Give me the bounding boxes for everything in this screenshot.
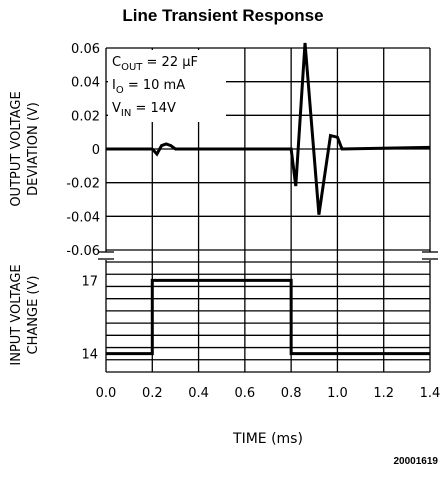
annotation-vin: VIN = 14V (112, 101, 176, 119)
y-tick-label: 0.06 (71, 42, 100, 57)
chart-title: Line Transient Response (122, 6, 324, 25)
x-tick-label: 0.4 (188, 386, 209, 401)
annotation-box (108, 50, 226, 122)
y-tick-label: 0 (92, 143, 100, 158)
output-deviation-line (106, 42, 431, 215)
axis-break-gap (101, 252, 109, 260)
x-axis-label: TIME (ms) (232, 431, 303, 447)
x-tick-label: 0.8 (281, 386, 302, 401)
annotation-cout: COUT = 22 μF (112, 55, 198, 73)
y-tick-label: -0.02 (66, 177, 100, 192)
y-tick-label: 14 (81, 348, 98, 363)
y-tick-label: 17 (81, 274, 98, 289)
x-tick-label: 1.4 (420, 386, 441, 401)
x-tick-label: 0.0 (96, 386, 117, 401)
x-tick-label: 1.0 (327, 386, 348, 401)
annotation-io: IO = 10 mA (112, 78, 185, 96)
y-axis-label-output: OUTPUT VOLTAGE (9, 91, 24, 206)
y-tick-label: 0.02 (71, 109, 100, 124)
y-axis-label-input: INPUT VOLTAGE (9, 264, 24, 365)
y-axis-label-input: CHANGE (V) (26, 276, 41, 355)
axis-break-gap (427, 252, 435, 260)
x-tick-label: 0.2 (142, 386, 163, 401)
y-tick-label: -0.04 (66, 210, 100, 225)
y-axis-label-output: DEVIATION (V) (26, 102, 41, 196)
input-voltage-line (106, 278, 430, 356)
y-tick-label: -0.06 (66, 244, 100, 259)
y-tick-label: 0.04 (71, 76, 100, 91)
x-tick-label: 1.2 (373, 386, 394, 401)
x-tick-label: 0.6 (235, 386, 256, 401)
figure-id: 20001619 (393, 456, 439, 467)
